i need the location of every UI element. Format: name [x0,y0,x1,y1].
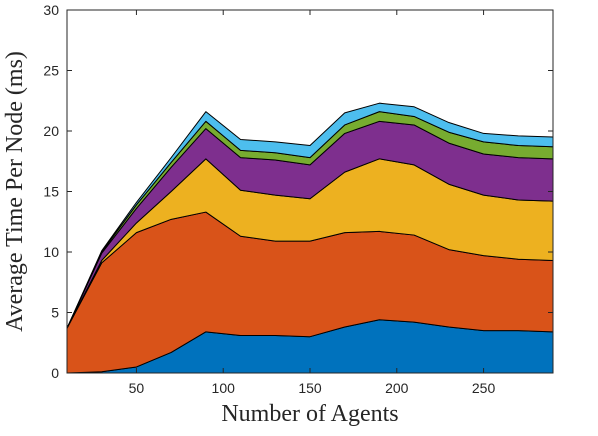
y-tick-label: 5 [51,305,59,321]
y-tick-label: 20 [43,123,59,139]
y-tick-label: 25 [43,63,59,79]
y-axis-label: Average Time Per Node (ms) [2,51,28,332]
x-tick-label: 250 [472,380,496,396]
axis-ticks: 50 100 150 200 250 0 5 10 15 20 25 30 [43,2,553,396]
y-tick-label: 0 [51,365,59,381]
y-tick-label: 15 [43,184,59,200]
x-axis-label: Number of Agents [221,401,398,427]
y-tick-label: 10 [43,244,59,260]
x-tick-label: 50 [129,380,145,396]
x-tick-label: 150 [298,380,322,396]
y-tick-label: 30 [43,2,59,18]
plot-areas [66,102,554,374]
x-tick-label: 200 [385,380,409,396]
x-tick-label: 100 [212,380,236,396]
